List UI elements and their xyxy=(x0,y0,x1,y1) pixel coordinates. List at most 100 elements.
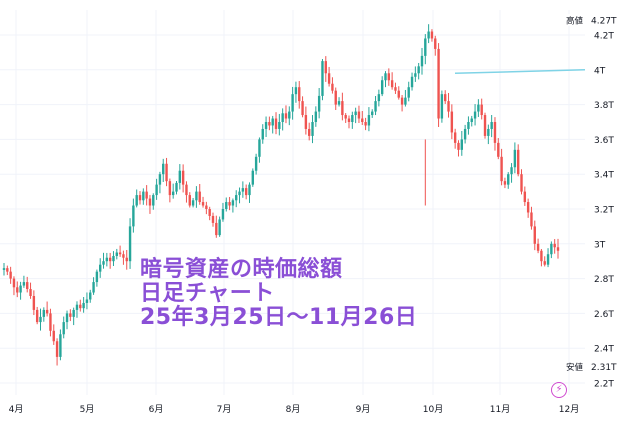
candle-body xyxy=(417,66,420,74)
candle-body xyxy=(105,257,109,262)
candle-body xyxy=(158,174,162,185)
candle-body xyxy=(556,247,560,251)
candle-body xyxy=(19,285,22,293)
candle-body xyxy=(364,122,367,126)
candle-body xyxy=(420,55,424,67)
candle-body xyxy=(261,128,264,140)
candle-body xyxy=(238,191,241,196)
candle-body xyxy=(447,101,450,112)
candle-body xyxy=(82,302,85,309)
candle-body xyxy=(125,257,128,262)
candle-body xyxy=(437,48,440,119)
candle-body xyxy=(181,170,185,185)
candle-body xyxy=(35,309,39,323)
candle-body xyxy=(175,182,178,192)
candle-body xyxy=(29,289,32,296)
x-tick-label: 7月 xyxy=(217,404,232,415)
candle-body xyxy=(526,202,530,213)
candle-body xyxy=(424,38,427,56)
candle-body xyxy=(49,313,52,331)
y-tick-label: 2.4T xyxy=(594,345,614,355)
x-tick-label: 9月 xyxy=(356,404,371,415)
y-tick-label: 3.4T xyxy=(594,171,614,181)
candle-body xyxy=(248,184,251,196)
candle-body xyxy=(112,255,115,262)
y-tick-label: 2.2T xyxy=(594,380,614,390)
candle-body xyxy=(102,261,105,265)
candle-body xyxy=(434,38,437,49)
lightning-icon[interactable]: ⚡ xyxy=(551,382,567,398)
candle-body xyxy=(307,128,311,136)
candle-body xyxy=(327,73,331,84)
candle-body xyxy=(470,118,473,122)
y-tick-label: 2.8T xyxy=(594,275,614,285)
candle-body xyxy=(171,191,175,196)
candle-body xyxy=(533,226,536,244)
candle-body xyxy=(12,278,16,288)
candle-body xyxy=(414,73,417,77)
y-tick-label: 3.2T xyxy=(594,206,614,216)
candle-body xyxy=(357,111,361,119)
candle-body xyxy=(99,264,102,272)
candle-body xyxy=(258,139,261,157)
candle-body xyxy=(235,195,238,201)
candle-body xyxy=(168,181,172,196)
candle-body xyxy=(377,94,381,102)
candle-body xyxy=(108,257,112,262)
candle-body xyxy=(380,80,384,95)
candle-body xyxy=(2,268,6,270)
candle-body xyxy=(268,122,271,126)
candle-body xyxy=(6,268,9,272)
candle-body xyxy=(331,83,334,91)
candle-body xyxy=(145,191,148,199)
candle-body xyxy=(427,31,430,39)
candle-body xyxy=(530,212,533,227)
x-tick-label: 5月 xyxy=(80,404,95,415)
candle-body xyxy=(118,252,122,255)
candle-body xyxy=(225,202,228,209)
candle-body xyxy=(467,122,470,129)
candle-body xyxy=(503,181,507,185)
candle-body xyxy=(92,282,95,293)
candle-body xyxy=(115,252,118,256)
candle-body xyxy=(185,184,188,196)
candle-body xyxy=(507,174,510,185)
candle-body xyxy=(42,309,46,317)
high-label: 高値 xyxy=(566,16,584,27)
x-tick-label: 6月 xyxy=(149,404,164,415)
candle-body xyxy=(191,200,195,206)
candle-body xyxy=(347,118,351,122)
candle-body xyxy=(523,191,527,203)
candle-body xyxy=(397,90,400,98)
candle-body xyxy=(493,122,497,143)
candle-body xyxy=(16,287,19,293)
candle-body xyxy=(457,142,460,150)
candle-body xyxy=(205,205,208,209)
candle-body xyxy=(341,101,344,116)
candle-body xyxy=(371,111,374,116)
candle-body xyxy=(288,111,291,119)
x-tick-label: 11月 xyxy=(490,404,510,415)
candle-body xyxy=(460,139,463,150)
candle-body xyxy=(45,309,49,314)
candle-body xyxy=(278,122,281,129)
low-value: 2.31T xyxy=(591,363,617,373)
candle-body xyxy=(387,73,391,81)
y-tick-label: 4T xyxy=(594,66,606,76)
candle-body xyxy=(79,304,82,309)
candle-body xyxy=(351,115,354,122)
candle-body xyxy=(95,271,99,283)
candle-body xyxy=(264,122,268,129)
low-label: 安値 xyxy=(566,362,584,373)
candle-body xyxy=(52,330,55,342)
candle-body xyxy=(32,296,36,310)
candle-body xyxy=(218,219,221,236)
candle-body xyxy=(178,170,182,183)
candle-body xyxy=(251,170,255,185)
overlay-line-2: 日足チャート xyxy=(140,281,275,306)
candle-body xyxy=(497,142,500,157)
candle-body xyxy=(450,111,454,133)
candle-body xyxy=(334,90,337,105)
